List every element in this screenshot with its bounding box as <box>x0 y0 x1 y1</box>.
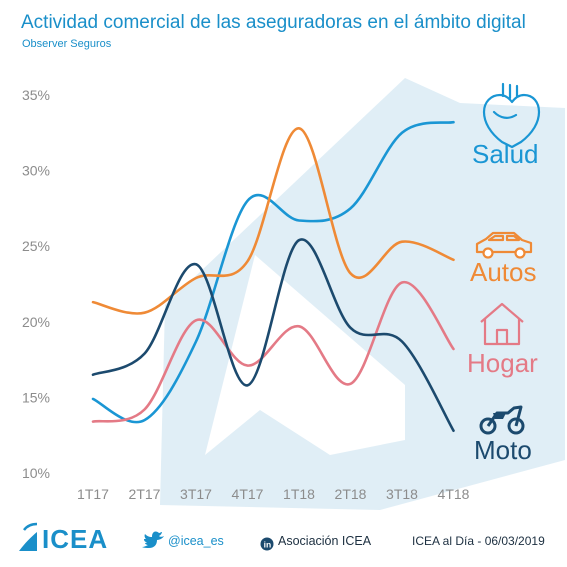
x-tick-label: 1T18 <box>283 486 315 502</box>
series-line-moto <box>91 238 455 432</box>
svg-text:in: in <box>264 540 272 550</box>
series-label-autos: Autos <box>470 257 537 287</box>
x-tick-label: 4T18 <box>438 486 470 502</box>
series-label-hogar: Hogar <box>467 348 538 378</box>
linkedin-icon[interactable]: in <box>260 537 274 551</box>
x-tick-label: 2T17 <box>129 486 161 502</box>
y-tick-label: 15% <box>22 389 50 405</box>
x-tick-label: 3T17 <box>180 486 212 502</box>
series-line-autos <box>91 127 455 315</box>
twitter-bird-icon[interactable] <box>142 531 164 549</box>
x-tick-label: 3T18 <box>386 486 418 502</box>
x-tick-label: 2T18 <box>335 486 367 502</box>
heart-icon <box>482 82 541 149</box>
footer-source: ICEA al Día - 06/03/2019 <box>412 534 545 548</box>
chart-subtitle: Observer Seguros <box>22 38 112 50</box>
house-icon <box>480 302 524 346</box>
series-label-salud: Salud <box>472 139 539 169</box>
footer-twitter-handle[interactable]: @icea_es <box>168 534 224 548</box>
x-tick-label: 1T17 <box>77 486 109 502</box>
series-line-salud <box>91 120 455 424</box>
motorcycle-icon <box>479 405 525 435</box>
icea-logo-icon <box>19 522 38 551</box>
background-shape <box>160 78 565 510</box>
series-label-moto: Moto <box>474 435 532 465</box>
car-icon <box>475 231 533 259</box>
series-line-hogar <box>91 281 455 423</box>
y-tick-label: 30% <box>22 163 50 179</box>
x-tick-label: 4T17 <box>232 486 264 502</box>
y-tick-label: 20% <box>22 314 50 330</box>
y-tick-label: 25% <box>22 238 50 254</box>
footer-linkedin-label[interactable]: Asociación ICEA <box>278 534 372 548</box>
chart-title: Actividad comercial de las aseguradoras … <box>21 12 526 33</box>
footer-logo-text: ICEA <box>42 524 109 554</box>
y-tick-label: 35% <box>22 87 50 103</box>
y-tick-label: 10% <box>22 465 50 481</box>
